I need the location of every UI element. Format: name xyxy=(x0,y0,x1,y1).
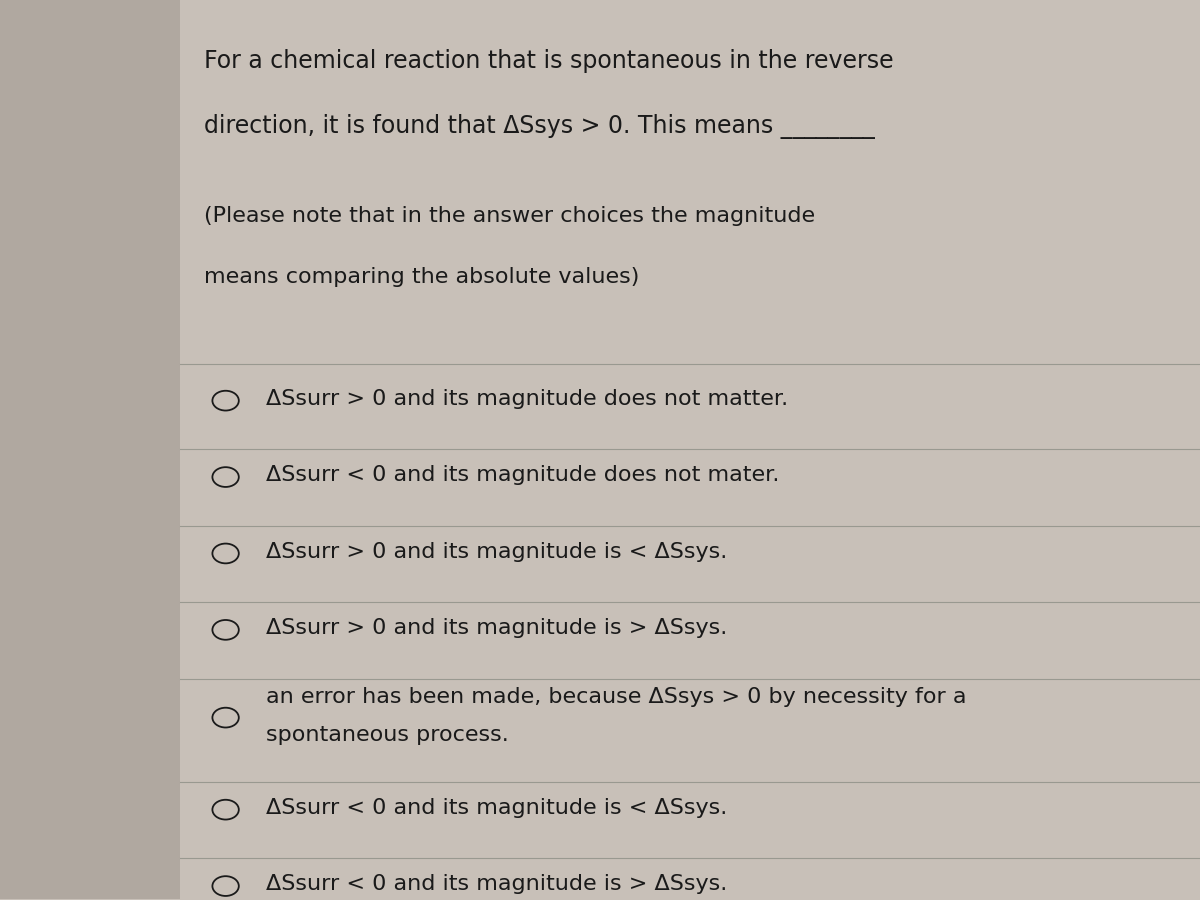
Text: ΔSsurr < 0 and its magnitude is < ΔSsys.: ΔSsurr < 0 and its magnitude is < ΔSsys. xyxy=(266,798,727,818)
FancyBboxPatch shape xyxy=(0,0,180,899)
Text: For a chemical reaction that is spontaneous in the reverse: For a chemical reaction that is spontane… xyxy=(204,50,894,74)
Text: ΔSsurr > 0 and its magnitude is < ΔSsys.: ΔSsurr > 0 and its magnitude is < ΔSsys. xyxy=(266,542,727,562)
Text: ΔSsurr > 0 and its magnitude does not matter.: ΔSsurr > 0 and its magnitude does not ma… xyxy=(266,389,788,409)
Text: ΔSsurr < 0 and its magnitude does not mater.: ΔSsurr < 0 and its magnitude does not ma… xyxy=(266,465,780,485)
Text: ΔSsurr < 0 and its magnitude is > ΔSsys.: ΔSsurr < 0 and its magnitude is > ΔSsys. xyxy=(266,875,727,895)
Text: direction, it is found that ΔSsys > 0. This means ________: direction, it is found that ΔSsys > 0. T… xyxy=(204,114,875,140)
Text: ΔSsurr > 0 and its magnitude is > ΔSsys.: ΔSsurr > 0 and its magnitude is > ΔSsys. xyxy=(266,618,727,638)
Text: means comparing the absolute values): means comparing the absolute values) xyxy=(204,267,640,287)
Text: spontaneous process.: spontaneous process. xyxy=(266,724,509,745)
Text: an error has been made, because ΔSsys > 0 by necessity for a: an error has been made, because ΔSsys > … xyxy=(266,687,967,707)
Text: (Please note that in the answer choices the magnitude: (Please note that in the answer choices … xyxy=(204,206,815,226)
